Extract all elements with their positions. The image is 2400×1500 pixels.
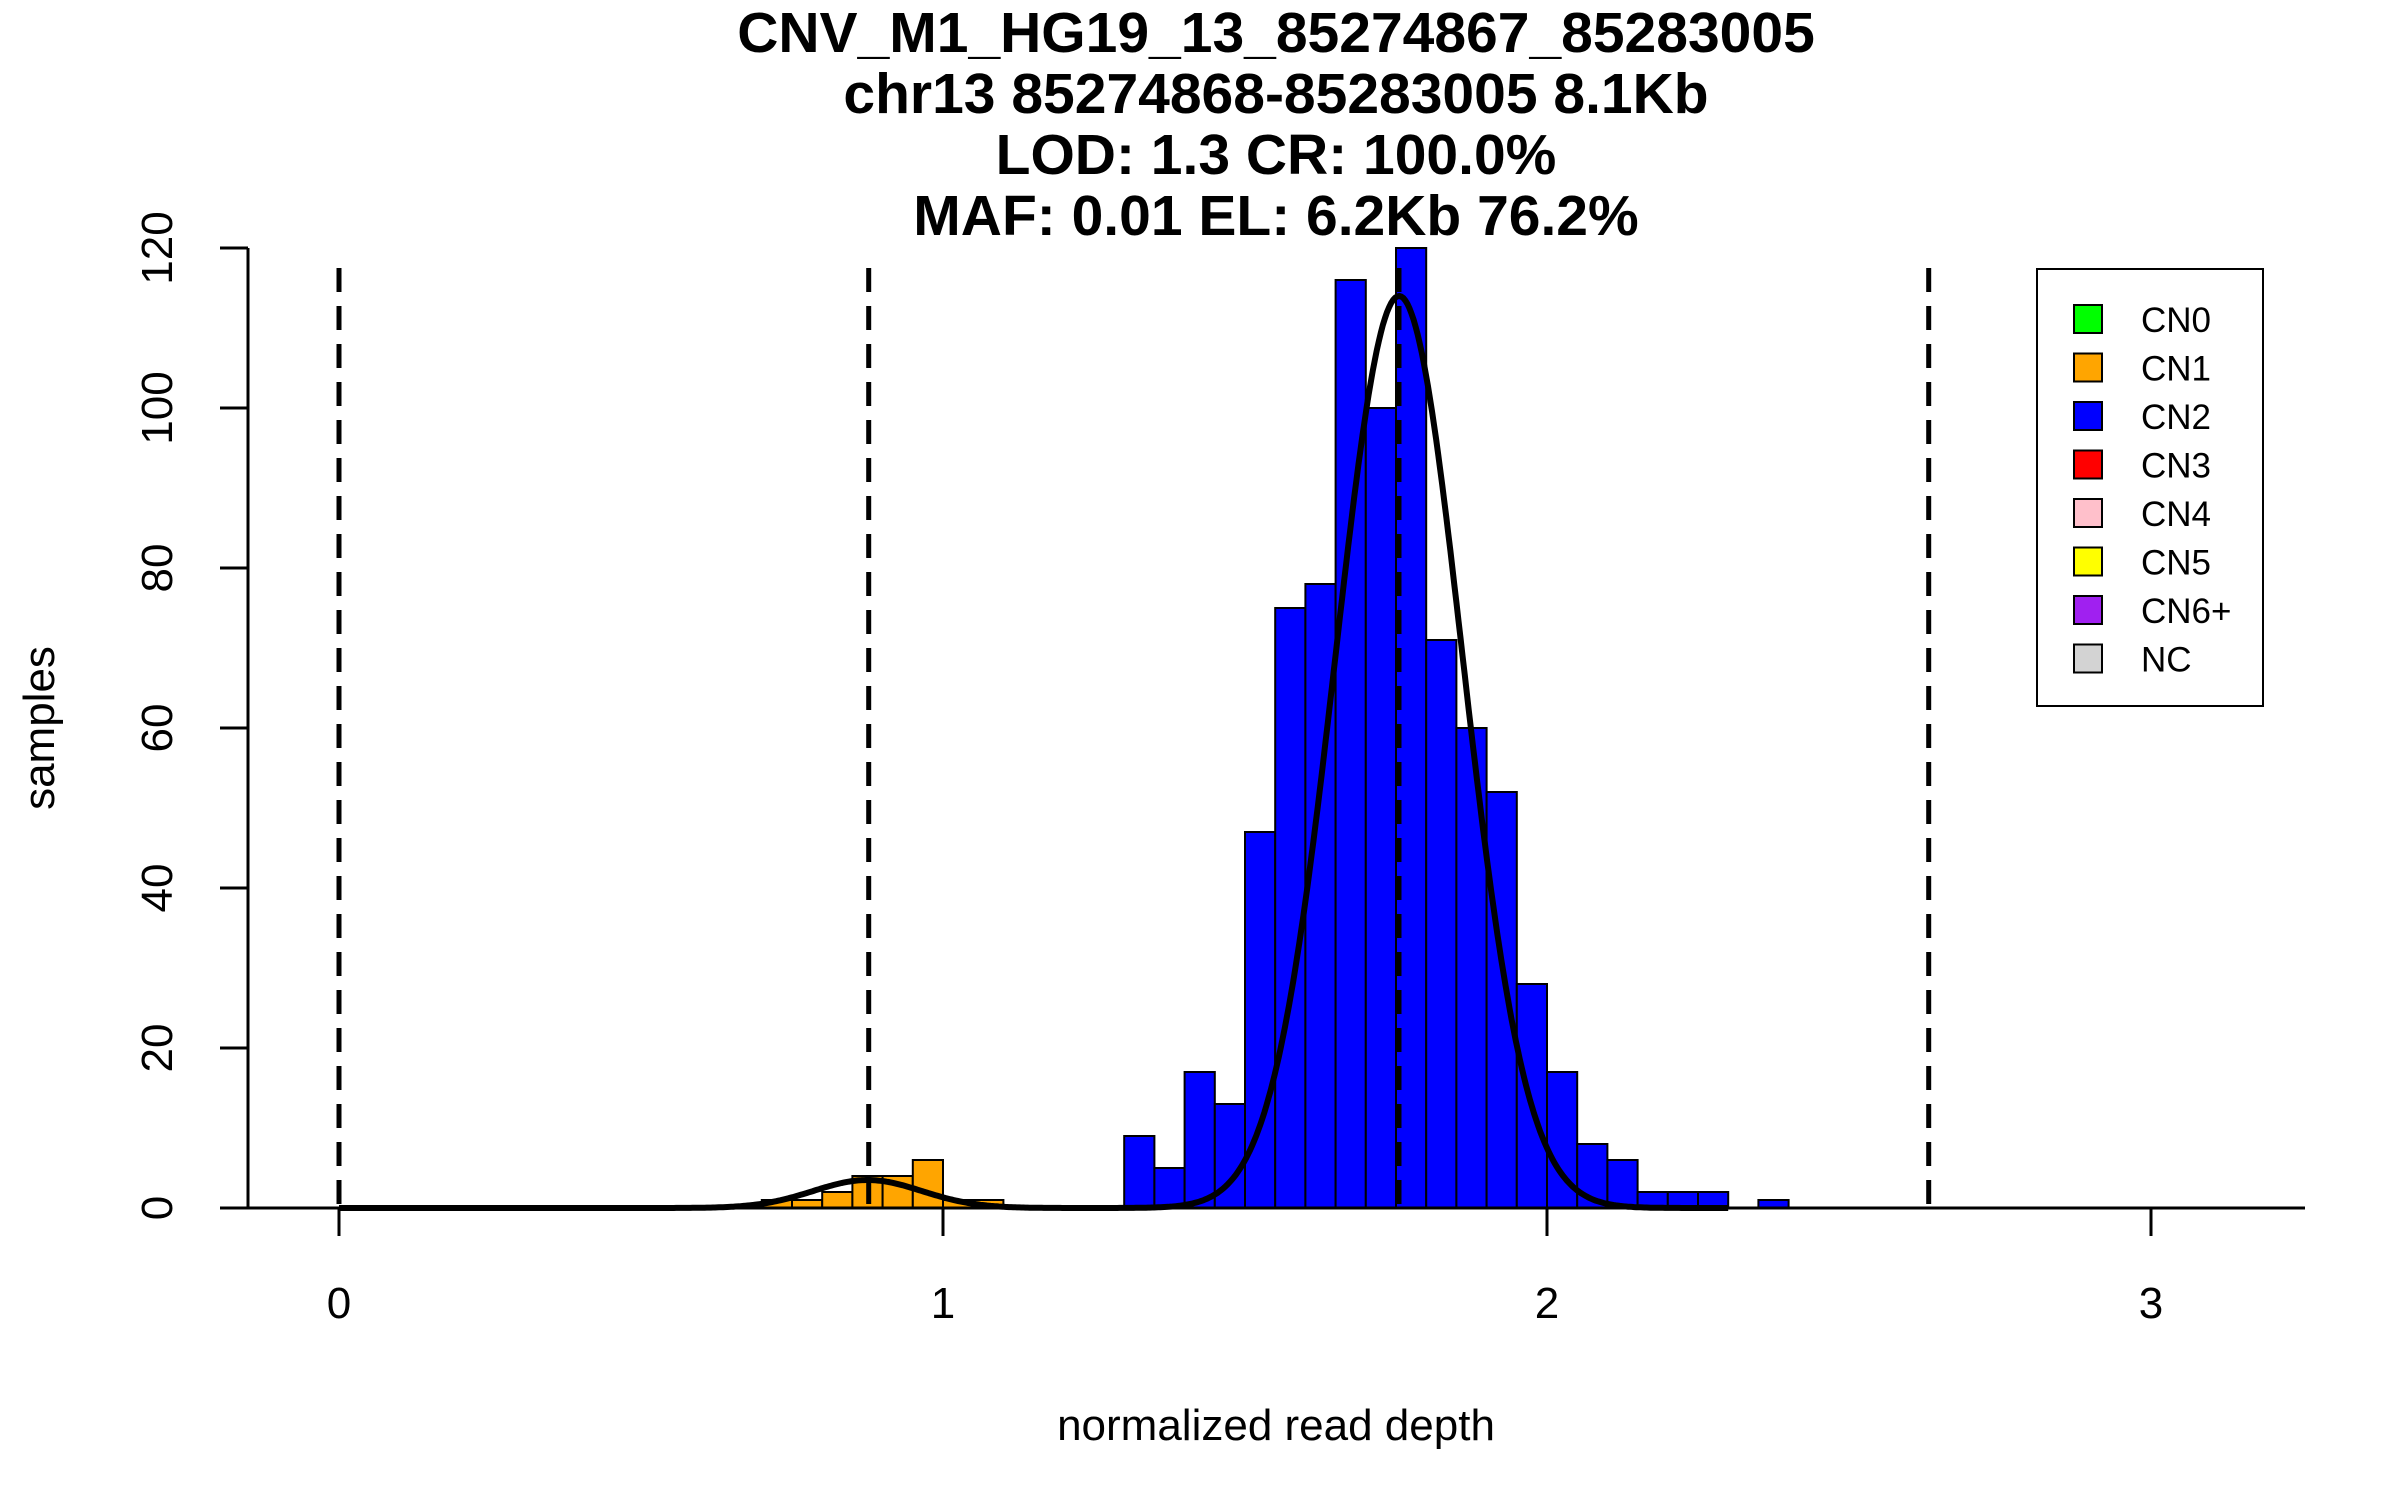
legend-swatch-cn3	[2073, 449, 2103, 480]
legend-label-cn3: CN3	[2141, 447, 2211, 486]
bar-cn2-0	[1123, 1135, 1156, 1209]
legend-swatch-cn5	[2073, 546, 2103, 577]
bar-cn2-12	[1485, 791, 1518, 1209]
bar-cn2-1	[1153, 1167, 1186, 1209]
bar-cn2-2	[1183, 1071, 1216, 1209]
bar-cn2-8	[1364, 407, 1398, 1209]
bar-cn2-10	[1425, 639, 1458, 1209]
legend-label-cn0: CN0	[2141, 301, 2211, 340]
legend-label-cn2: CN2	[2141, 398, 2211, 437]
y-tick-label-0: 0	[133, 1196, 182, 1220]
legend: CN0 CN1 CN2 CN3 CN4 CN5 CN6+ NC	[2036, 268, 2264, 707]
legend-swatch-cn4	[2073, 498, 2103, 528]
x-tick-label-1: 1	[931, 1279, 955, 1328]
bar-cn1-2	[821, 1191, 854, 1209]
bar-cn2-16	[1606, 1159, 1639, 1209]
legend-label-cn4: CN4	[2141, 495, 2211, 534]
legend-label-cn1: CN1	[2141, 350, 2211, 389]
legend-label-cn5: CN5	[2141, 544, 2211, 583]
legend-swatch-cn0	[2073, 304, 2103, 334]
x-tick-label-3: 3	[2139, 1279, 2163, 1328]
legend-swatch-nc	[2073, 643, 2103, 674]
y-tick-label-40: 40	[133, 864, 182, 913]
chart-title-line-2: chr13 85274868-85283005 8.1Kb	[843, 62, 1708, 126]
x-axis-label: normalized read depth	[1057, 1401, 1495, 1450]
axes: 0 1 2 3 0 20 40 60 80 100 120	[133, 211, 2305, 1328]
y-tick-label-100: 100	[133, 371, 182, 444]
y-tick-label-20: 20	[133, 1024, 182, 1073]
legend-label-nc: NC	[2141, 641, 2192, 680]
y-tick-label-120: 120	[133, 211, 182, 284]
bar-cn2-5	[1274, 607, 1307, 1209]
chart-title-line-1: CNV_M1_HG19_13_85274867_85283005	[737, 1, 1815, 65]
legend-box	[2036, 268, 2264, 707]
bar-cn2-7	[1334, 279, 1367, 1209]
x-tick-label-2: 2	[1535, 1279, 1559, 1328]
legend-label-cn6plus: CN6+	[2141, 592, 2231, 631]
y-axis-label: samples	[15, 646, 64, 810]
legend-swatch-cn2	[2073, 401, 2103, 431]
bar-cn1-5	[911, 1159, 944, 1209]
y-tick-label-80: 80	[133, 544, 182, 593]
y-tick-label-60: 60	[133, 704, 182, 753]
chart-title-line-4: MAF: 0.01 EL: 6.2Kb 76.2%	[913, 184, 1638, 248]
legend-swatch-cn1	[2073, 352, 2103, 383]
reference-lines	[336, 268, 1932, 1208]
legend-swatch-cn6plus	[2073, 595, 2103, 625]
chart-title-line-3: LOD: 1.3 CR: 100.0%	[996, 123, 1557, 187]
x-tick-label-0: 0	[327, 1279, 351, 1328]
